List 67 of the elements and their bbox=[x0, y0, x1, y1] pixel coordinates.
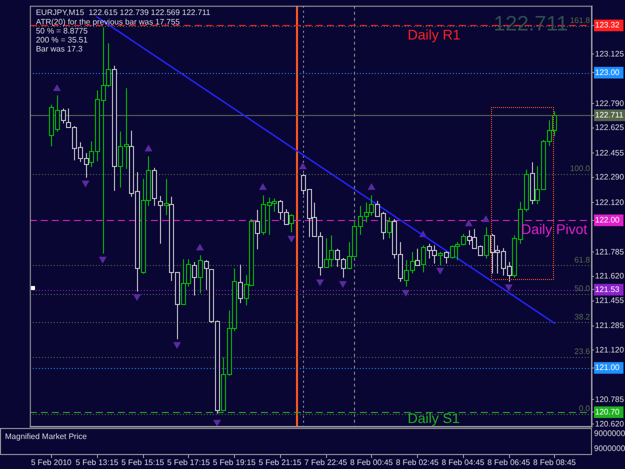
y-tick-label: 122.00 bbox=[595, 216, 620, 225]
y-tick-label: 121.00 bbox=[595, 363, 620, 372]
y-tick-label: 122.120 bbox=[595, 198, 624, 207]
x-tick-label: 8 Feb 06:45 bbox=[487, 458, 531, 468]
y-tick-label: 122.790 bbox=[595, 98, 624, 108]
y-tick-label: 123.00 bbox=[595, 68, 620, 77]
point bbox=[53, 84, 60, 92]
point bbox=[133, 294, 141, 300]
x-tick-label: 8 Feb 08:45 bbox=[533, 458, 576, 468]
annotation: 200 % = 35.51 bbox=[36, 36, 88, 45]
text: Magnified Market Price bbox=[5, 432, 87, 441]
point bbox=[259, 184, 266, 190]
point bbox=[214, 420, 221, 426]
text: 9000000 bbox=[594, 429, 625, 438]
x-tick-label: 5 Feb 17:15 bbox=[167, 458, 210, 468]
chart-title: EURJPY,M15 122.615 122.739 122.569 122.711 bbox=[36, 8, 211, 18]
point bbox=[339, 281, 346, 288]
annotation: Bar was 17.3 bbox=[36, 44, 84, 54]
point bbox=[144, 145, 152, 152]
y-tick-label: 123.125 bbox=[595, 49, 624, 58]
text: 9000000 bbox=[594, 444, 625, 453]
annotation: 50.0 bbox=[574, 284, 591, 293]
annotation: 50 % = 8.8775 bbox=[36, 26, 88, 36]
point bbox=[99, 256, 106, 263]
y-tick-label: 123.32 bbox=[595, 20, 620, 30]
x-tick-label: 5 Feb 21:15 bbox=[258, 458, 302, 468]
x-tick-label: 5 Feb 19:15 bbox=[212, 458, 256, 468]
point bbox=[316, 279, 324, 286]
y-tick-label: 120.785 bbox=[595, 394, 624, 404]
y-tick-label: 120.70 bbox=[595, 407, 620, 416]
x-tick-label: 8 Feb 02:45 bbox=[396, 458, 440, 468]
point bbox=[465, 220, 472, 226]
x-tick-label: 5 Feb 15:15 bbox=[121, 458, 165, 468]
y-tick-label: 122.625 bbox=[595, 123, 624, 132]
point bbox=[505, 284, 512, 291]
point bbox=[482, 216, 490, 222]
x-tick-label: 5 Feb 13:15 bbox=[76, 458, 119, 468]
y-tick-label: 121.785 bbox=[595, 247, 624, 256]
y-tick-label: 121.620 bbox=[595, 272, 624, 281]
point bbox=[402, 290, 410, 296]
annotation: 38.2 bbox=[574, 312, 591, 322]
annotation: 61.8 bbox=[574, 256, 591, 265]
y-tick-label: 121.455 bbox=[595, 296, 624, 305]
x-tick-label: 8 Feb 04:45 bbox=[442, 458, 485, 468]
annotation: 23.6 bbox=[574, 347, 591, 356]
annotation: 161.8 bbox=[570, 16, 591, 25]
y-tick-label: 121.285 bbox=[595, 321, 624, 330]
y-tick-label: 120.620 bbox=[595, 419, 624, 428]
annotation: Daily S1 bbox=[408, 410, 460, 426]
annotation: Daily R1 bbox=[408, 26, 461, 42]
y-tick-label: 121.53 bbox=[595, 284, 620, 294]
point bbox=[174, 342, 181, 348]
point bbox=[436, 268, 444, 274]
point bbox=[368, 184, 376, 190]
y-tick-label: 122.455 bbox=[595, 148, 624, 158]
annotation: 100.0 bbox=[570, 164, 591, 174]
annotation: 0.0 bbox=[578, 404, 591, 413]
point bbox=[288, 236, 295, 242]
y-tick-label: 122.711 bbox=[595, 110, 624, 120]
point bbox=[299, 163, 306, 170]
y-tick-label: 121.120 bbox=[595, 345, 624, 354]
y-tick-label: 122.290 bbox=[595, 172, 624, 182]
point bbox=[196, 244, 204, 250]
x-tick-label: 5 Feb 2010 bbox=[30, 458, 72, 468]
x-tick-label: 7 Feb 22:45 bbox=[304, 458, 348, 468]
point bbox=[82, 180, 90, 187]
x-tick-label: 8 Feb 00:45 bbox=[350, 458, 394, 468]
